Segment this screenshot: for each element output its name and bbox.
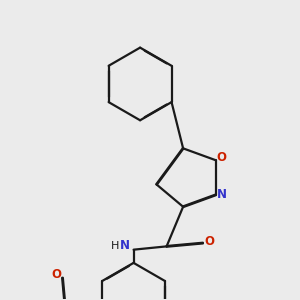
Text: O: O [205, 235, 214, 248]
Text: N: N [217, 188, 226, 201]
Text: O: O [51, 268, 61, 281]
Text: O: O [217, 151, 226, 164]
Text: N: N [120, 239, 130, 252]
Text: H: H [111, 241, 120, 251]
